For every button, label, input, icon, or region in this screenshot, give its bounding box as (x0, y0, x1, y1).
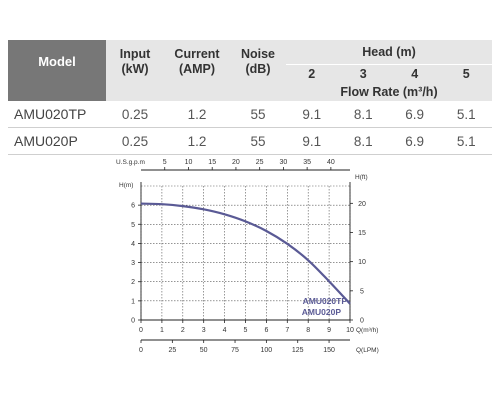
cell-input: 0.25 (106, 101, 164, 128)
y2-tick-label: 15 (358, 230, 366, 237)
x3-tick-label: 25 (256, 159, 264, 166)
cell-flow: 6.9 (388, 127, 441, 155)
x-tick-label: 2 (181, 327, 185, 334)
x-tick-label: 7 (285, 327, 289, 334)
x-tick-label: 0 (139, 327, 143, 334)
x3-tick-label: 10 (185, 159, 193, 166)
cell-noise: 55 (230, 101, 286, 128)
cell-input: 0.25 (106, 127, 164, 155)
x3-tick-label: 20 (232, 159, 240, 166)
x3-tick-label: 35 (303, 159, 311, 166)
x2-tick-label: 50 (200, 347, 208, 354)
x-tick-label: 8 (306, 327, 310, 334)
y2-tick-label: 0 (360, 318, 364, 325)
x2-tick-label: 75 (231, 347, 239, 354)
x3-tick-label: 40 (327, 159, 335, 166)
x-tick-label: 9 (327, 327, 331, 334)
y-tick-label: 3 (131, 260, 135, 267)
cell-flow: 6.9 (388, 101, 441, 128)
header-flow: Flow Rate (m³/h) (286, 83, 492, 101)
x3-axis-label: U.S.g.p.m (116, 159, 145, 166)
y-tick-label: 5 (131, 222, 135, 229)
y2-tick-label: 20 (358, 201, 366, 208)
head-value: 5 (440, 64, 492, 83)
legend-entry: AMU020TP (303, 296, 348, 306)
x3-tick-label: 5 (163, 159, 167, 166)
y2-axis-label: H(ft) (355, 174, 368, 181)
legend-entry: AMU020P (302, 307, 342, 317)
y-axis-label: H(m) (119, 182, 133, 189)
spec-table: Model Input (kW) Current (AMP) Noise (dB) H… (8, 40, 492, 155)
head-value: 2 (286, 64, 338, 83)
x-tick-label: 6 (264, 327, 268, 334)
cell-flow: 5.1 (440, 101, 492, 128)
series-line (140, 202, 351, 305)
header-model: Model (8, 40, 106, 83)
x-tick-label: 1 (160, 327, 164, 334)
x3-tick-label: 30 (280, 159, 288, 166)
cell-flow: 8.1 (337, 101, 389, 128)
cell-flow: 8.1 (337, 127, 389, 155)
x2-tick-label: 25 (168, 347, 176, 354)
y2-tick-label: 10 (358, 259, 366, 266)
head-value: 3 (337, 64, 389, 83)
cell-model: AMU020TP (8, 101, 106, 128)
y-tick-label: 6 (131, 203, 135, 210)
table-row: AMU020P 0.25 1.2 55 9.1 8.1 6.9 5.1 (8, 127, 492, 155)
x2-tick-label: 150 (323, 347, 335, 354)
cell-current: 1.2 (164, 101, 230, 128)
x-tick-label: 5 (244, 327, 248, 334)
x-tick-label: 4 (223, 327, 227, 334)
y-tick-label: 1 (131, 298, 135, 305)
x-axis-label: Q(m³/h) (356, 327, 378, 334)
cell-flow: 9.1 (286, 127, 338, 155)
x-tick-label: 10 (346, 327, 354, 334)
header-current: Current (AMP) (164, 40, 230, 83)
x3-tick-label: 15 (208, 159, 216, 166)
header-noise: Noise (dB) (230, 40, 286, 83)
y-tick-label: 0 (131, 318, 135, 325)
y2-tick-label: 5 (360, 288, 364, 295)
x2-tick-label: 100 (261, 347, 273, 354)
header-head: Head (m) (286, 40, 492, 65)
cell-noise: 55 (230, 127, 286, 155)
cell-flow: 9.1 (286, 101, 338, 128)
cell-model: AMU020P (8, 127, 106, 155)
x2-axis-label: Q(LPM) (356, 347, 379, 354)
x2-tick-label: 0 (139, 347, 143, 354)
x2-tick-label: 125 (292, 347, 304, 354)
header-input: Input (kW) (106, 40, 164, 83)
x-tick-label: 3 (202, 327, 206, 334)
cell-current: 1.2 (164, 127, 230, 155)
table-row: AMU020TP 0.25 1.2 55 9.1 8.1 6.9 5.1 (8, 101, 492, 128)
y-tick-label: 4 (131, 241, 135, 248)
cell-flow: 5.1 (440, 127, 492, 155)
y-tick-label: 2 (131, 279, 135, 286)
head-value: 4 (388, 64, 441, 83)
